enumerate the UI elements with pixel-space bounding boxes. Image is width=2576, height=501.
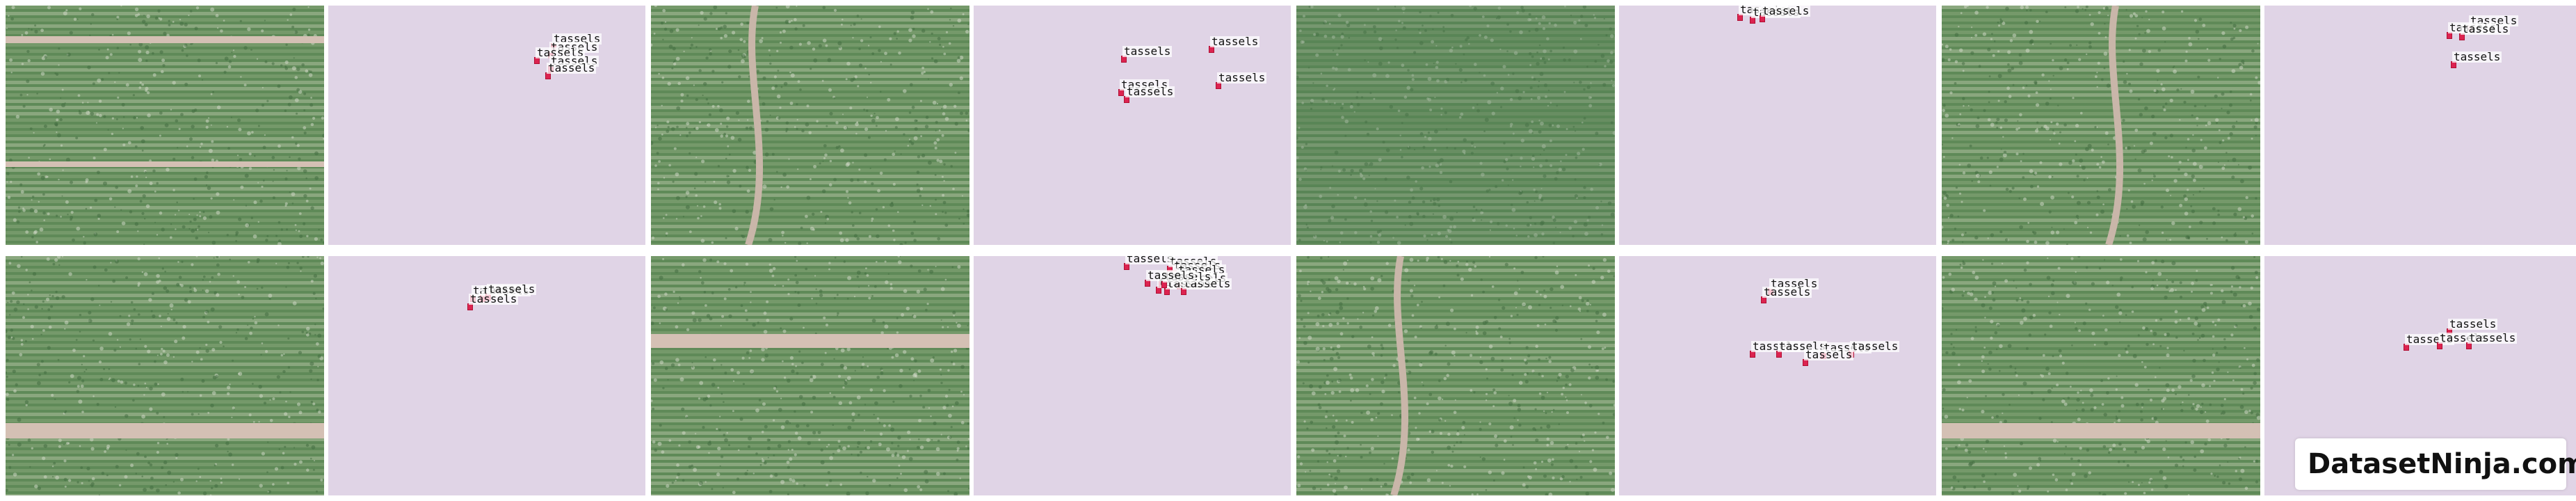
sample-panel: tasselstasselstasselstasselstasselstasse… bbox=[645, 250, 1291, 501]
tassel-label: tassels bbox=[469, 292, 519, 305]
tassel-label: tassels bbox=[1761, 6, 1811, 17]
tassel-label: tassels bbox=[2468, 331, 2518, 344]
aerial-cornfield-photo bbox=[6, 6, 324, 245]
aerial-cornfield-photo bbox=[1942, 6, 2260, 245]
tassel-label: tassels bbox=[1762, 285, 1812, 299]
datasetninja-watermark: DatasetNinja.com bbox=[2295, 438, 2576, 490]
tassel-label: tassels bbox=[487, 283, 537, 296]
annotation-mask: tasselstasselstasselstasselstasselstasse… bbox=[974, 256, 1291, 495]
aerial-cornfield-photo bbox=[651, 256, 969, 495]
aerial-cornfield-photo bbox=[6, 256, 324, 495]
tassel-label: tassels bbox=[1125, 256, 1175, 264]
brand-text: DatasetNinja.com bbox=[2308, 448, 2576, 480]
tassel-label: tassels bbox=[547, 61, 597, 74]
aerial-cornfield-photo bbox=[1296, 256, 1615, 495]
tassel-label: tassels bbox=[2452, 50, 2502, 63]
tassel-label: tassels bbox=[1122, 45, 1173, 58]
tassel-label: tassels bbox=[2461, 22, 2511, 35]
aerial-cornfield-photo bbox=[651, 6, 969, 245]
tassel-label: tassels bbox=[1850, 340, 1900, 353]
tassel-label: tassels bbox=[1217, 71, 1267, 84]
aerial-cornfield-photo bbox=[1942, 256, 2260, 495]
tassel-label: tassels bbox=[1125, 85, 1175, 98]
aerial-cornfield-photo bbox=[1296, 6, 1615, 245]
tassel-label: tassels bbox=[1804, 348, 1854, 361]
tassel-label: tassels bbox=[1210, 35, 1260, 48]
tassel-label: tassels bbox=[2448, 317, 2498, 331]
tassel-label: tassels bbox=[1146, 269, 1196, 282]
